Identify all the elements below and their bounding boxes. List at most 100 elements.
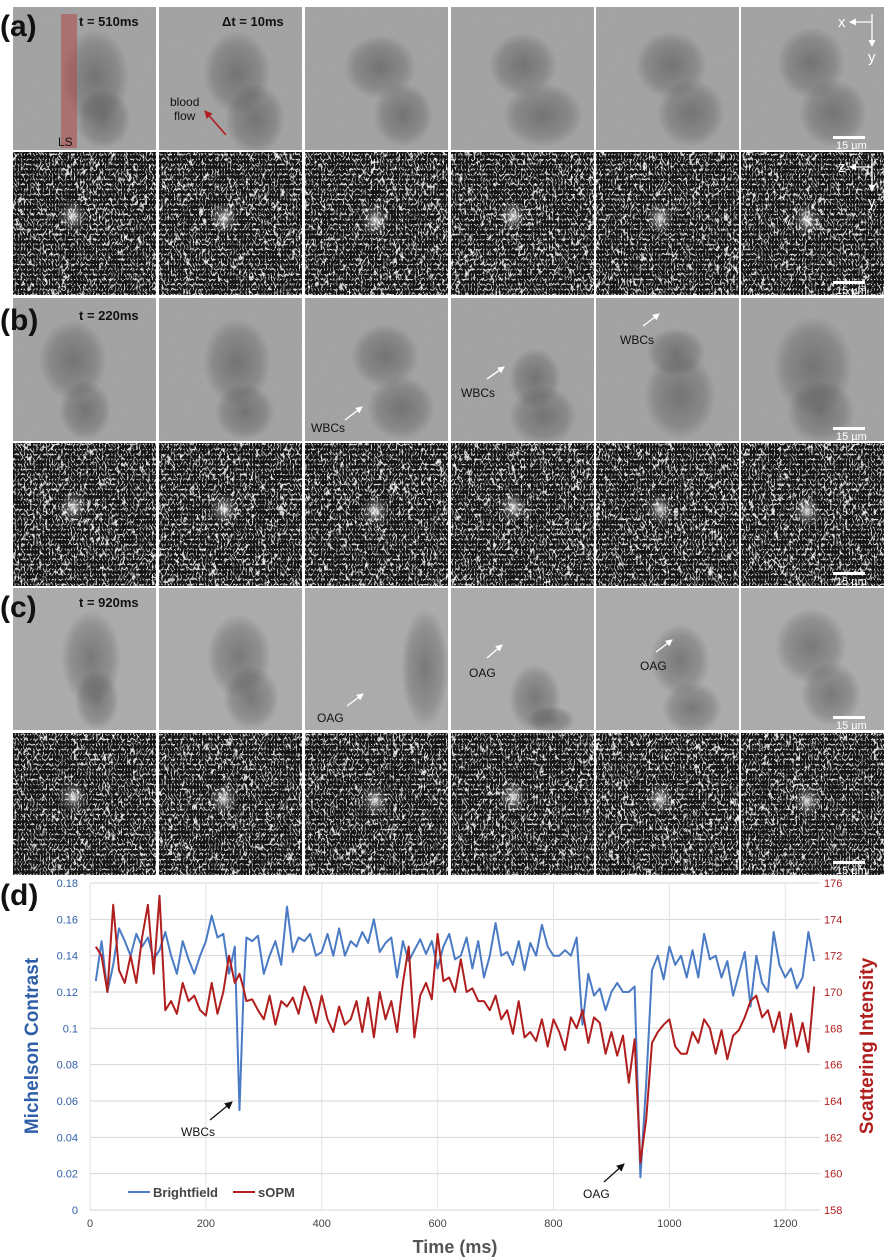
sopm-tile-r1c2 (159, 152, 302, 295)
sopm-tile-r3c3 (305, 733, 448, 875)
scatter-cluster (59, 200, 87, 232)
sopm-tile-r2c1 (13, 443, 156, 586)
cell-shadow (662, 682, 722, 734)
brightfield-tile-r3c3 (305, 588, 449, 730)
sopm-tile-r2c4 (451, 443, 594, 586)
wbcs-annotation-2-text: WBCs (461, 386, 495, 400)
brightfield-tile-r1c1 (13, 7, 156, 150)
chart-annotation-wbcs: WBCs (181, 1101, 233, 1139)
cell-shadow (75, 670, 119, 730)
x-tick-label: 600 (428, 1218, 446, 1230)
brightfield-tile-r1c6 (741, 7, 884, 150)
series-line-sopm (94, 894, 816, 1164)
cell-shadow (215, 384, 275, 440)
chart-annotation-oag-arrow (603, 1163, 625, 1183)
oag-annotation-3-text: OAG (640, 659, 667, 673)
cell-shadow (373, 83, 433, 147)
right-y-tick-label: 158 (824, 1205, 842, 1217)
scatter-cluster (210, 202, 238, 234)
brightfield-tile-r2c3 (305, 298, 448, 441)
cell-shadow (203, 318, 271, 406)
panel-label-a: (a) (0, 10, 37, 43)
scale-bar-line (833, 716, 865, 719)
cell-shadow (75, 89, 131, 149)
scatter-cluster (793, 204, 821, 236)
blood-flow-label-line2: flow (174, 109, 196, 123)
cell-shadow (59, 380, 111, 440)
cell-shadow (367, 376, 435, 440)
sopm-tile-r3c1 (13, 733, 156, 875)
time-label-c: t = 920ms (79, 595, 139, 610)
oag-annotation-3: OAG (640, 639, 673, 673)
scale-bar: 15 µm (833, 572, 867, 588)
cell-shadow (799, 79, 867, 147)
right-y-tick-label: 172 (824, 951, 842, 963)
cell-shadow (509, 386, 577, 446)
left-y-tick-label: 0.06 (57, 1096, 78, 1108)
sopm-tile-r2c6 (741, 443, 884, 586)
series-line-brightfield (94, 905, 816, 1179)
wbcs-annotation-1: WBCs (311, 406, 363, 435)
brightfield-tile-r3c4 (451, 588, 594, 734)
scatter-cluster (59, 491, 87, 523)
right-y-tick-labels: 158 160 162 164 166 168 170 172 174 176 (824, 878, 842, 1217)
scale-bar: 15 µm (833, 136, 867, 152)
panel-label-c: (c) (0, 591, 37, 624)
x-tick-label: 1000 (657, 1218, 681, 1230)
sopm-tile-r2c2 (159, 443, 302, 586)
left-y-tick-label: 0.02 (57, 1169, 78, 1181)
cell-shadow (489, 33, 557, 97)
chart-annotation-wbcs-text: WBCs (181, 1125, 215, 1139)
blood-flow-arrow (204, 110, 227, 136)
brightfield-tile-r3c5 (596, 588, 739, 734)
scale-bar: 15 µm (833, 281, 867, 297)
scatter-cluster (210, 783, 238, 815)
scatter-cluster (793, 495, 821, 527)
time-label-a: t = 510ms (79, 14, 139, 29)
time-label-b: t = 220ms (79, 308, 139, 323)
axis-label-vertical: y (868, 194, 876, 211)
left-y-tick-label: 0.08 (57, 1060, 78, 1072)
brightfield-tile-r3c2 (159, 588, 302, 730)
brightfield-tile-r3c1 (13, 588, 156, 730)
oag-annotation-1: OAG (317, 693, 364, 725)
left-y-tick-label: 0 (72, 1205, 78, 1217)
x-axis-label: Time (ms) (413, 1237, 498, 1257)
axis-label-horizontal: x (838, 14, 846, 31)
legend: Brightfield sOPM (128, 1185, 295, 1200)
cell-shadow (657, 79, 725, 147)
left-y-tick-label: 0.18 (57, 878, 78, 890)
left-y-tick-label: 0.14 (57, 951, 78, 963)
right-y-tick-label: 170 (824, 987, 842, 999)
scale-bar: 15 µm (833, 427, 867, 443)
scale-bar: 15 µm (833, 716, 867, 732)
scale-bar: 15 µm (833, 861, 867, 877)
cell-shadow (223, 666, 279, 730)
right-y-tick-label: 160 (824, 1169, 842, 1181)
wbcs-annotation-1-arrow (344, 406, 363, 421)
x-tick-labels: 0 200 400 600 800 1000 1200 (87, 1218, 798, 1230)
scale-bar-line (833, 572, 865, 575)
scatter-cluster (793, 785, 821, 817)
x-tick-label: 800 (544, 1218, 562, 1230)
cell-shadow (527, 706, 575, 734)
sopm-tile-r1c3 (305, 152, 448, 295)
chart-annotation-oag-text: OAG (583, 1187, 610, 1201)
right-y-tick-label: 166 (824, 1060, 842, 1072)
chart-panel-d: 0 200 400 600 800 1000 1200 00.020.040.060.080… (22, 878, 878, 1257)
brightfield-tile-r2c4 (451, 298, 594, 446)
legend-label-brightfield: Brightfield (153, 1185, 218, 1200)
sopm-tile-r1c5 (596, 152, 739, 295)
sopm-tile-r3c6 (741, 733, 884, 875)
scale-bar-label: 15 µm (836, 576, 867, 588)
scale-bar-label: 15 µm (836, 431, 867, 443)
brightfield-tile-r3c6 (741, 588, 884, 730)
left-y-tick-label: 0.16 (57, 914, 78, 926)
scatter-cluster (361, 785, 389, 817)
sopm-tile-r2c5 (596, 443, 739, 586)
cell-shadow (801, 662, 861, 726)
scale-bar-label: 15 µm (836, 865, 867, 877)
scale-bar-label: 15 µm (836, 720, 867, 732)
chart-annotation-wbcs-arrow (209, 1101, 233, 1121)
